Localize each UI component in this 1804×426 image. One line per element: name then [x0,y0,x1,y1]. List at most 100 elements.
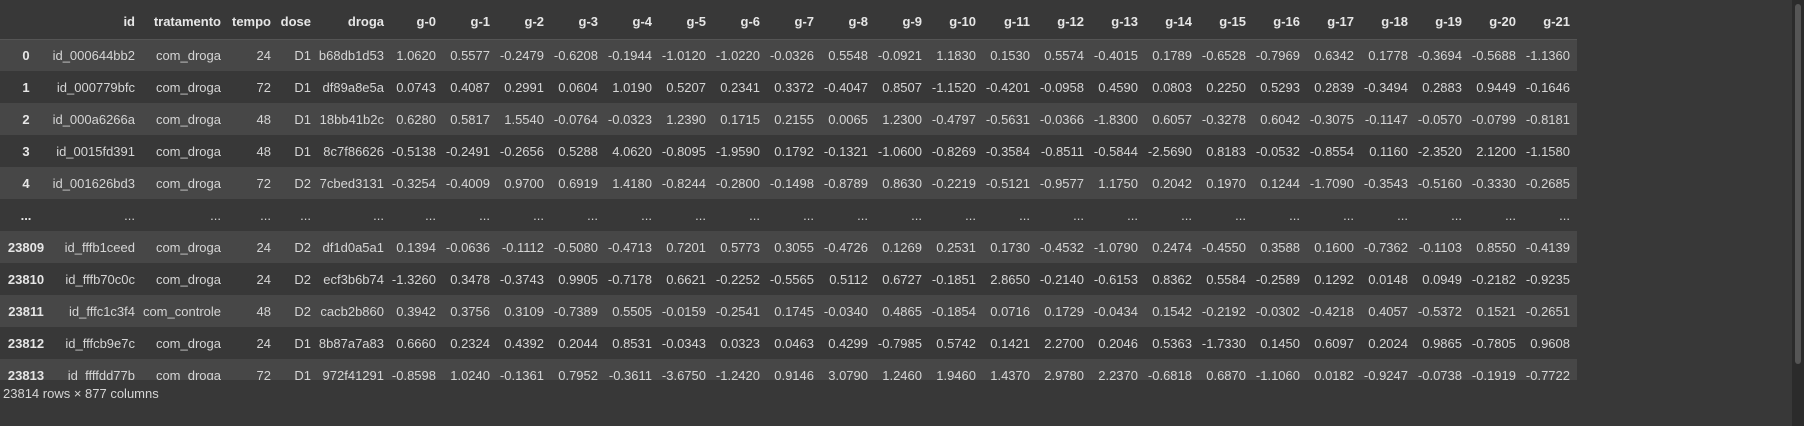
table-cell: -0.0343 [661,335,706,351]
table-cell: -0.6818 [1147,367,1192,381]
table-cell: 0.4299 [828,335,868,351]
table-cell: 2.2370 [1098,367,1138,381]
table-cell: -1.8300 [1093,111,1138,127]
table-cell: -0.1944 [607,47,652,63]
table-cell: -0.1321 [823,143,868,159]
table-cell: -0.4009 [445,175,490,191]
table-cell: 0.8630 [882,175,922,191]
table-cell: -0.5372 [1417,303,1462,319]
table-cell: 0.0182 [1314,367,1354,381]
table-cell: 0.2839 [1314,79,1354,95]
table-cell: 0.5773 [720,239,760,255]
table-cell: 24 [256,239,271,255]
column-header: g-14 [1145,5,1199,40]
table-cell: 0.4392 [504,335,544,351]
table-cell: -0.0302 [1255,303,1300,319]
table-cell: 0.0065 [828,111,868,127]
table-cell: ... [1127,207,1138,223]
table-cell: 2.1200 [1476,143,1516,159]
row-index: 23812 [7,335,45,351]
table-cell: -0.0570 [1417,111,1462,127]
table-cell: -0.1112 [501,239,544,255]
table-row: 4 id_001626bd3 com_droga 72 D2 7cbed3131 -0.32… [0,167,1577,199]
table-cell: -0.3543 [1363,175,1408,191]
table-cell: -0.5844 [1093,143,1138,159]
table-cell: -0.5631 [985,111,1030,127]
table-cell: -0.7389 [553,303,598,319]
table-cell: 0.9146 [774,367,814,381]
column-header: g-4 [605,5,659,40]
table-cell: -0.2656 [499,143,544,159]
table-cell: 0.5817 [450,111,490,127]
table-cell: -1.1520 [931,79,976,95]
table-cell: 0.1269 [882,239,922,255]
table-cell: 0.1789 [1152,47,1192,63]
scrollbar-thumb[interactable] [1795,4,1801,364]
table-cell: 0.3372 [774,79,814,95]
column-header: tratamento [142,5,228,40]
table-row: 23809 id_fffb1ceed com_droga 24 D2 df1d0a5a1 0… [0,231,1577,263]
table-cell: -0.4218 [1309,303,1354,319]
table-cell: 0.8531 [612,335,652,351]
table-cell: -0.2541 [715,303,760,319]
table-cell: -0.2800 [715,175,760,191]
table-cell: -0.7969 [1255,47,1300,63]
table-cell: -0.0738 [1417,367,1462,381]
table-cell: D2 [294,239,311,255]
table-cell: 2.8650 [990,271,1030,287]
table-cell: ... [373,207,384,223]
table-cell: 0.0604 [558,79,598,95]
table-cell: 0.0463 [774,335,814,351]
table-cell: -0.6153 [1093,271,1138,287]
table-cell: ... [1397,207,1408,223]
table-cell: -0.1919 [1471,367,1516,381]
table-cell: ... [1181,207,1192,223]
table-cell: -0.9247 [1363,367,1408,381]
table-cell: -1.3260 [391,271,436,287]
table-cell: -0.4550 [1201,239,1246,255]
table-cell: -0.4201 [985,79,1030,95]
table-cell: 72 [256,79,271,95]
table-cell: 0.6870 [1206,367,1246,381]
table-cell: -0.6208 [553,47,598,63]
table-cell: -0.4139 [1525,239,1570,255]
table-cell: ... [210,207,221,223]
table-cell: -1.9590 [715,143,760,159]
table-cell: id_000a6266a [52,111,135,127]
table-cell: 7cbed3131 [319,175,384,191]
table-cell: -0.0323 [607,111,652,127]
table-cell: 0.2250 [1206,79,1246,95]
row-index: 4 [22,175,30,191]
dataframe-scroll-area[interactable]: id tratamento tempo dose droga g-0 g-1 g-2 g-3 g-… [0,0,1792,380]
table-cell: 72 [256,175,271,191]
table-cell: -0.8181 [1525,111,1570,127]
table-cell: -0.0636 [445,239,490,255]
table-cell: -1.2420 [715,367,760,381]
table-cell: -0.0434 [1093,303,1138,319]
table-cell: 0.2046 [1098,335,1138,351]
table-cell: cacb2b860 [320,303,384,319]
table-cell: com_controle [142,303,221,319]
table-cell: -0.1854 [931,303,976,319]
table-cell: -0.9577 [1039,175,1084,191]
table-cell: 24 [256,271,271,287]
table-cell: ... [300,207,311,223]
table-cell: -0.0326 [769,47,814,63]
table-cell: 1.5540 [504,111,544,127]
table-cell: -0.2651 [1525,303,1570,319]
table-cell: -0.1103 [1418,239,1462,255]
table-cell: 48 [256,111,271,127]
table-cell: -0.4726 [823,239,868,255]
table-cell: 72 [256,367,271,381]
table-cell: -0.4797 [931,111,976,127]
table-cell: -0.2589 [1255,271,1300,287]
table-cell: 0.5548 [828,47,868,63]
table-cell: -0.2479 [499,47,544,63]
vertical-scrollbar[interactable] [1792,0,1804,426]
table-cell: -1.0600 [877,143,922,159]
table-cell: 0.2044 [558,335,598,351]
table-cell: -0.8598 [391,367,436,381]
table-cell: ... [911,207,922,223]
table-cell: -1.0220 [715,47,760,63]
table-cell: 2.9780 [1044,367,1084,381]
